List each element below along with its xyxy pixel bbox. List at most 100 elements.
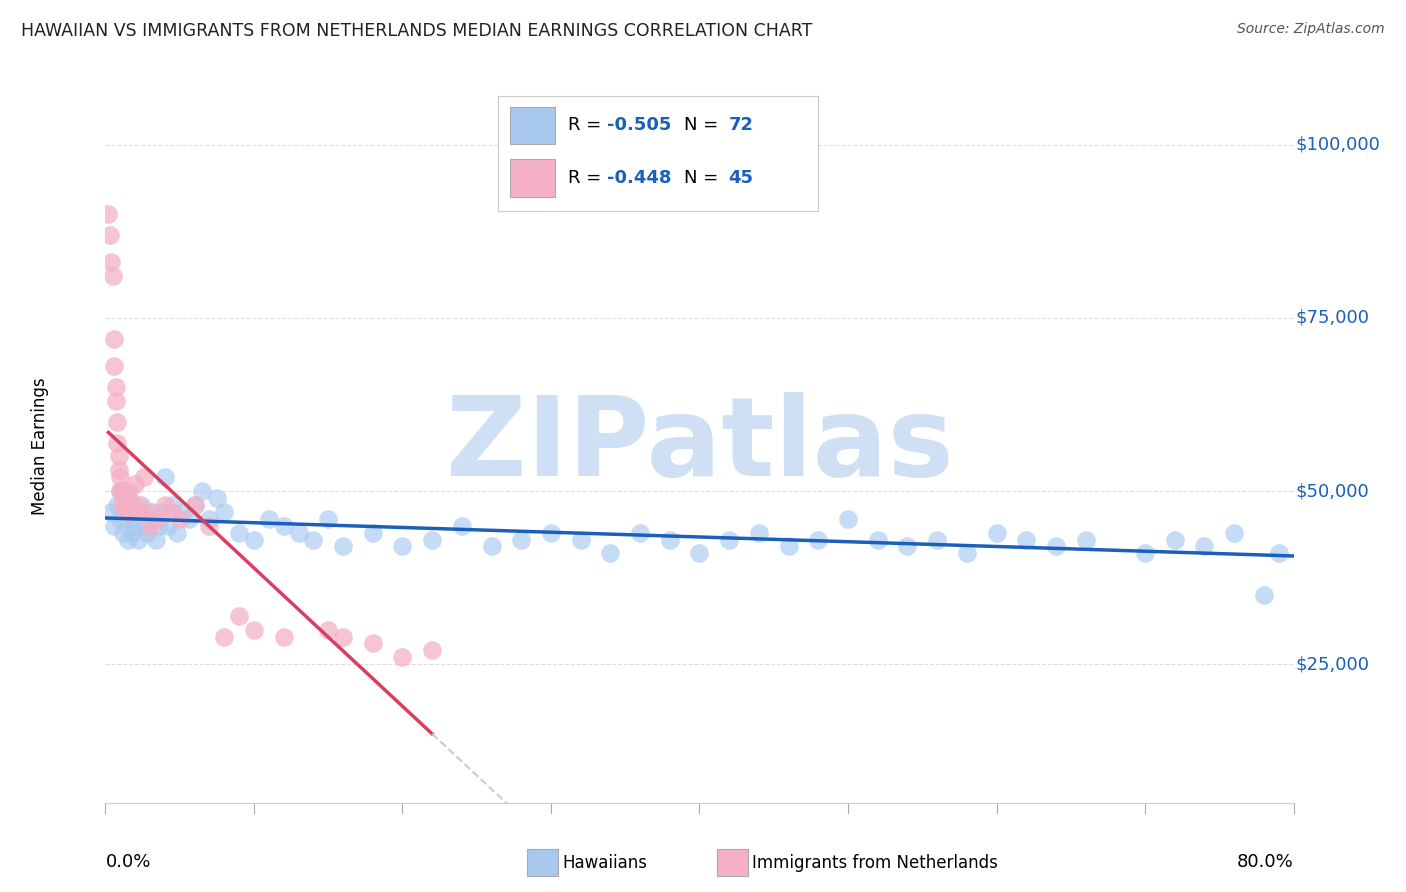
Point: [689, 546, 711, 560]
Point: [97, 207, 120, 221]
Point: [778, 540, 800, 554]
Point: [139, 505, 162, 519]
Text: 72: 72: [728, 117, 754, 135]
Point: [145, 533, 167, 547]
Point: [111, 498, 134, 512]
Point: [1164, 533, 1187, 547]
Point: [105, 498, 128, 512]
Point: [481, 540, 503, 554]
Point: [110, 512, 132, 526]
Point: [748, 525, 770, 540]
Point: [316, 512, 339, 526]
Point: [103, 332, 125, 346]
Point: [287, 525, 309, 540]
Point: [142, 505, 165, 519]
Point: [118, 498, 141, 512]
Point: [214, 630, 236, 644]
Point: [896, 540, 918, 554]
Text: -0.448: -0.448: [606, 169, 671, 187]
Point: [450, 518, 472, 533]
Bar: [510, 107, 555, 145]
Point: [1045, 540, 1067, 554]
Point: [127, 505, 149, 519]
Point: [108, 463, 131, 477]
Point: [117, 533, 139, 547]
Point: [100, 505, 122, 519]
Point: [124, 518, 146, 533]
Point: [117, 491, 139, 505]
Point: [569, 533, 592, 547]
Point: [127, 533, 149, 547]
Point: [316, 623, 339, 637]
Point: [112, 525, 135, 540]
Point: [1074, 533, 1097, 547]
Point: [956, 546, 979, 560]
Text: $100,000: $100,000: [1296, 136, 1381, 153]
Text: ZIPatlas: ZIPatlas: [446, 392, 953, 500]
Point: [257, 512, 280, 526]
Point: [177, 512, 200, 526]
Text: Source: ZipAtlas.com: Source: ZipAtlas.com: [1237, 22, 1385, 37]
Point: [104, 380, 127, 394]
Point: [104, 394, 127, 409]
Point: [115, 505, 138, 519]
Point: [243, 533, 266, 547]
Point: [332, 540, 354, 554]
Point: [273, 630, 295, 644]
Text: R =: R =: [568, 169, 607, 187]
Point: [214, 505, 236, 519]
Point: [273, 518, 295, 533]
Text: Hawaiians: Hawaiians: [562, 854, 647, 871]
Point: [124, 477, 146, 491]
Point: [183, 498, 205, 512]
Point: [927, 533, 949, 547]
Point: [108, 450, 131, 464]
Point: [112, 483, 135, 498]
Point: [121, 525, 143, 540]
Point: [114, 498, 136, 512]
Text: $25,000: $25,000: [1296, 656, 1369, 673]
Text: $75,000: $75,000: [1296, 309, 1369, 326]
Text: N =: N =: [683, 169, 724, 187]
Point: [115, 491, 138, 505]
Text: $50,000: $50,000: [1296, 482, 1369, 500]
Point: [166, 525, 188, 540]
Point: [866, 533, 889, 547]
Point: [153, 498, 176, 512]
Point: [228, 608, 250, 623]
Text: 45: 45: [728, 169, 754, 187]
Text: N =: N =: [683, 117, 724, 135]
Point: [198, 518, 221, 533]
Point: [1223, 525, 1246, 540]
Point: [1015, 533, 1038, 547]
Point: [127, 498, 149, 512]
Point: [162, 505, 184, 519]
Point: [103, 359, 125, 374]
Text: R =: R =: [568, 117, 607, 135]
Point: [420, 643, 443, 657]
Point: [146, 512, 169, 526]
Point: [420, 533, 443, 547]
Point: [101, 269, 124, 284]
Point: [361, 525, 384, 540]
Text: Median Earnings: Median Earnings: [31, 377, 49, 515]
Text: HAWAIIAN VS IMMIGRANTS FROM NETHERLANDS MEDIAN EARNINGS CORRELATION CHART: HAWAIIAN VS IMMIGRANTS FROM NETHERLANDS …: [21, 22, 813, 40]
Point: [132, 470, 155, 484]
Point: [136, 525, 159, 540]
Point: [1267, 546, 1289, 560]
Point: [332, 630, 354, 644]
Point: [172, 505, 194, 519]
Point: [510, 533, 533, 547]
Bar: [510, 159, 555, 197]
Point: [718, 533, 741, 547]
Text: 0.0%: 0.0%: [105, 853, 150, 871]
Point: [129, 498, 152, 512]
Point: [391, 650, 413, 665]
Point: [1253, 588, 1275, 602]
Point: [628, 525, 651, 540]
Point: [115, 505, 138, 519]
Point: [118, 483, 141, 498]
Point: [111, 483, 134, 498]
Point: [1133, 546, 1156, 560]
Point: [302, 533, 325, 547]
